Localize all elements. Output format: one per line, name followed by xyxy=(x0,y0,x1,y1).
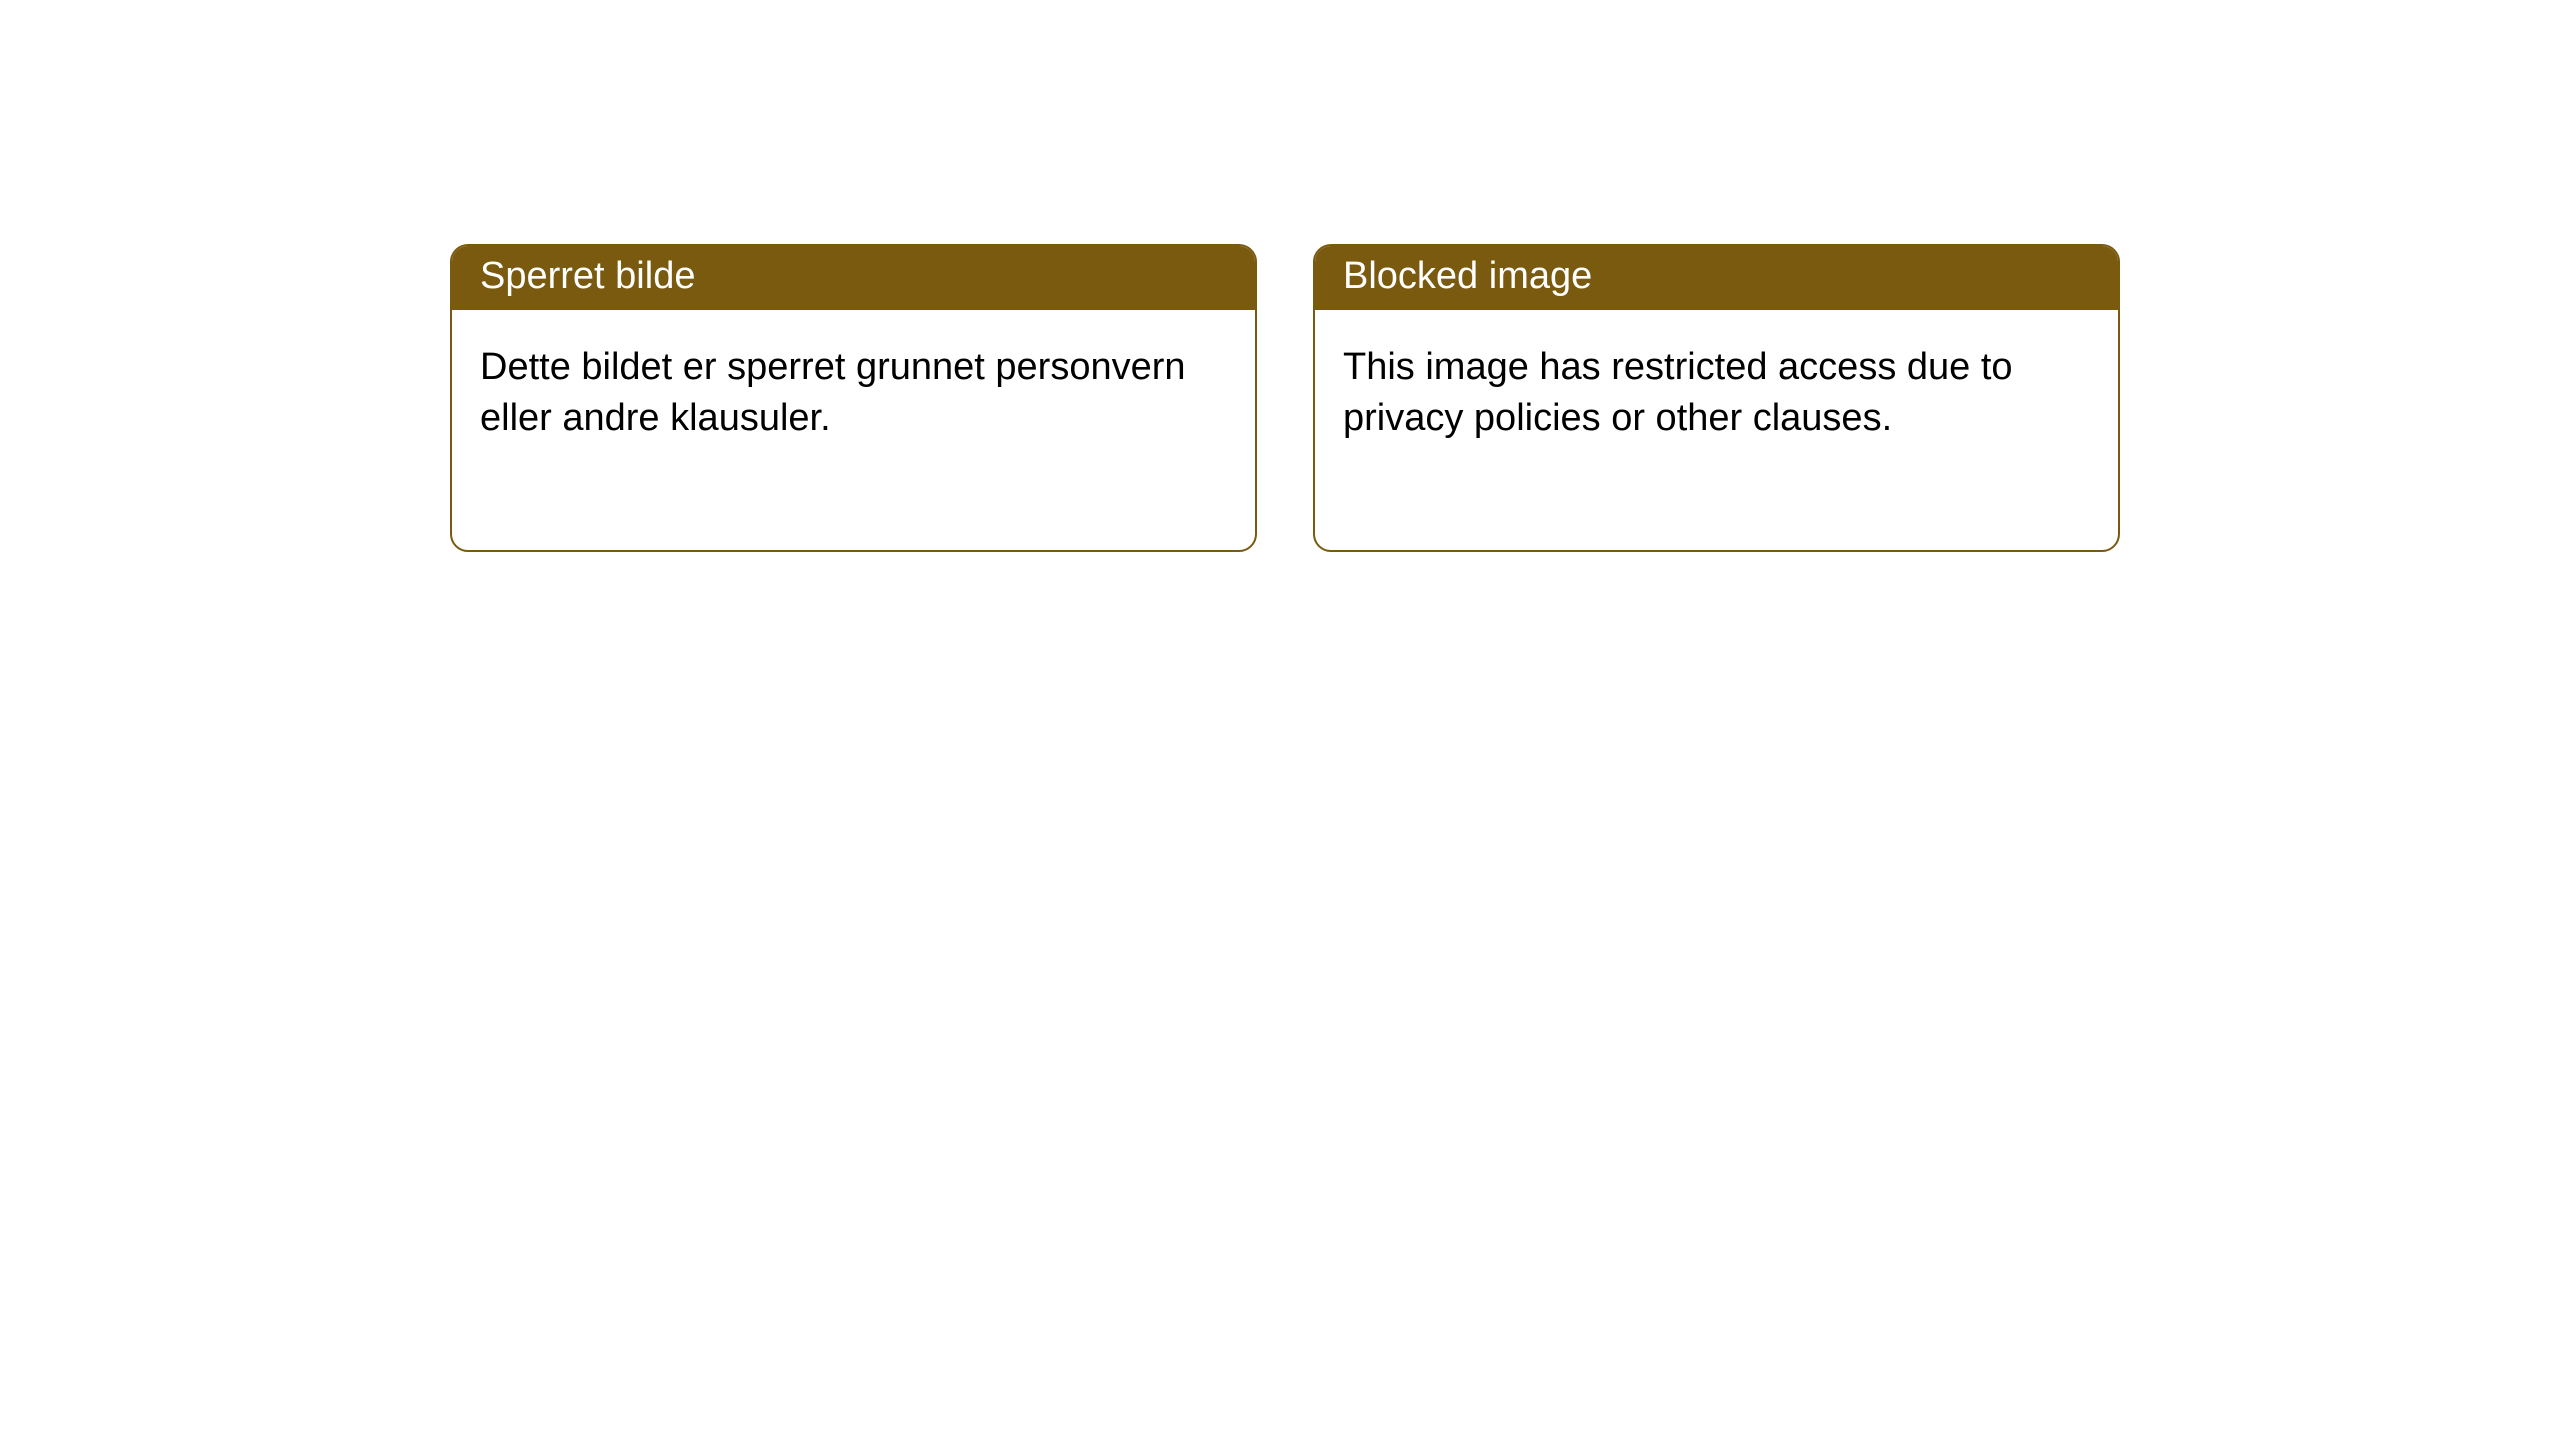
notice-body-norwegian: Dette bildet er sperret grunnet personve… xyxy=(452,310,1255,550)
notice-container: Sperret bilde Dette bildet er sperret gr… xyxy=(0,0,2560,552)
notice-body-english: This image has restricted access due to … xyxy=(1315,310,2118,550)
notice-title-norwegian: Sperret bilde xyxy=(452,246,1255,310)
notice-card-norwegian: Sperret bilde Dette bildet er sperret gr… xyxy=(450,244,1257,552)
notice-card-english: Blocked image This image has restricted … xyxy=(1313,244,2120,552)
notice-title-english: Blocked image xyxy=(1315,246,2118,310)
